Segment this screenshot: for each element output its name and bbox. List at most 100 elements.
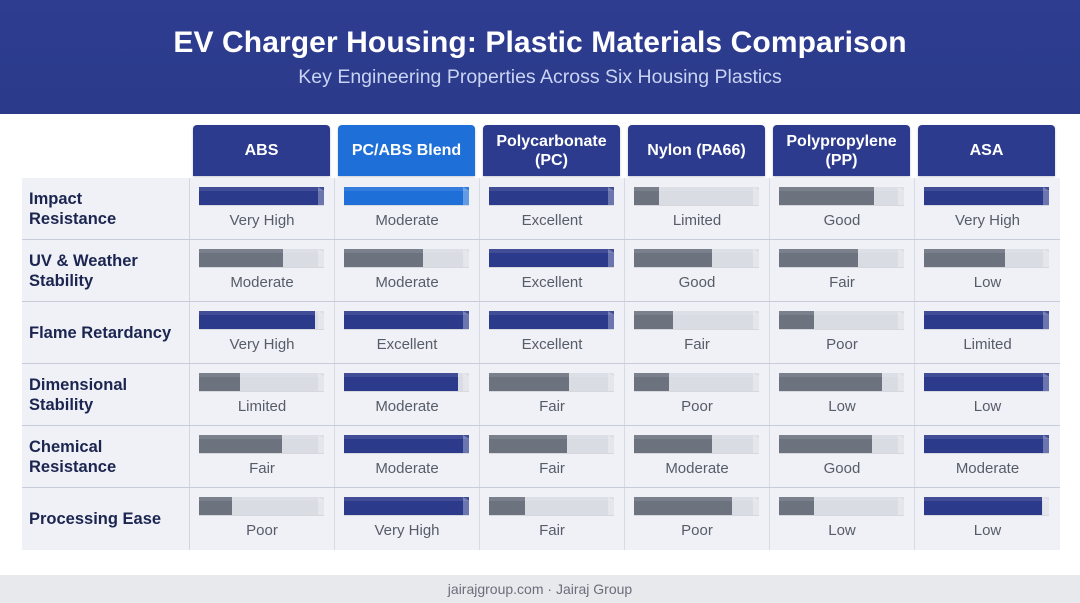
rating-label: Moderate — [955, 460, 1020, 477]
rating-cell: Poor — [770, 302, 915, 363]
rating-bar-fill — [344, 497, 469, 515]
column-header-asa: ASA — [918, 125, 1055, 176]
rating-bar-end — [608, 435, 614, 453]
rating-label: Good — [678, 274, 716, 291]
rating-bar-fill — [199, 249, 283, 267]
rating-label: Very High — [229, 336, 295, 353]
rating-bar-fill — [779, 435, 872, 453]
rating-bar-end — [753, 435, 759, 453]
rating-label: Excellent — [521, 212, 583, 229]
rating-cell: Low — [770, 488, 915, 550]
column-header-polypropylene: Polypropylene (PP) — [773, 125, 910, 176]
rating-bar-end — [898, 435, 904, 453]
row-label: Impact Resistance — [22, 178, 190, 239]
rating-bar-end — [898, 187, 904, 205]
rating-cell: Excellent — [335, 302, 480, 363]
rating-bar-end — [1043, 249, 1049, 267]
rating-bar — [924, 311, 1049, 329]
rating-label: Low — [828, 398, 856, 415]
rating-bar — [779, 497, 904, 515]
rating-bar-end — [318, 249, 324, 267]
rating-cell: Low — [915, 364, 1060, 425]
rating-label: Fair — [829, 274, 855, 291]
rating-bar-fill — [199, 187, 324, 205]
rating-bar-end — [898, 373, 904, 391]
rating-cell: Very High — [190, 302, 335, 363]
rating-bar — [779, 187, 904, 205]
row-label: Processing Ease — [22, 488, 190, 550]
rating-bar — [924, 249, 1049, 267]
rating-cell: Moderate — [335, 426, 480, 487]
rating-bar — [924, 435, 1049, 453]
rating-cell: Limited — [190, 364, 335, 425]
rating-bar — [489, 187, 614, 205]
column-header-polycarbonate: Polycarbonate (PC) — [483, 125, 620, 176]
rating-bar-end — [753, 497, 759, 515]
rating-cell: Very High — [190, 178, 335, 239]
rating-bar — [344, 249, 469, 267]
rating-bar-end — [753, 187, 759, 205]
rating-cell: Moderate — [335, 178, 480, 239]
rating-bar — [489, 249, 614, 267]
rating-bar-fill — [634, 373, 669, 391]
rating-bar — [199, 373, 324, 391]
rating-bar — [489, 373, 614, 391]
rating-bar — [489, 435, 614, 453]
rating-label: Limited — [963, 336, 1012, 353]
rating-cell: Poor — [190, 488, 335, 550]
rating-label: Fair — [249, 460, 275, 477]
row-label: Dimensional Stability — [22, 364, 190, 425]
rating-bar-end — [1043, 373, 1049, 391]
rating-label: Good — [823, 212, 861, 229]
table-row: Impact Resistance Very High Moderate Excell… — [22, 178, 1060, 240]
rating-bar-end — [608, 187, 614, 205]
footer-band — [0, 575, 1080, 603]
rating-bar-end — [753, 373, 759, 391]
column-header-pc-abs-blend: PC/ABS Blend — [338, 125, 475, 176]
rating-bar — [344, 373, 469, 391]
rating-bar — [779, 435, 904, 453]
rating-bar-fill — [924, 435, 1049, 453]
rating-label: Moderate — [375, 460, 439, 477]
rating-bar-end — [753, 311, 759, 329]
rating-cell: Moderate — [335, 240, 480, 301]
rating-bar-fill — [489, 249, 614, 267]
rating-bar — [344, 497, 469, 515]
rating-cell: Limited — [625, 178, 770, 239]
rating-cell: Low — [915, 488, 1060, 550]
rating-bar-fill — [489, 373, 569, 391]
rating-label: Poor — [681, 398, 713, 415]
table-row: Dimensional Stability Limited Moderate Fair… — [22, 364, 1060, 426]
rating-bar — [634, 311, 759, 329]
rating-bar-fill — [634, 435, 712, 453]
rating-cell: Limited — [915, 302, 1060, 363]
rating-bar-fill — [199, 435, 282, 453]
rating-label: Limited — [237, 398, 287, 415]
rating-bar-end — [463, 373, 469, 391]
rating-label: Very High — [374, 522, 440, 539]
rating-bar-fill — [344, 311, 469, 329]
rating-bar-end — [463, 311, 469, 329]
rating-label: Low — [828, 522, 856, 539]
rating-bar-fill — [489, 497, 525, 515]
rating-bar-end — [318, 187, 324, 205]
rating-cell: Low — [770, 364, 915, 425]
rating-bar-fill — [779, 187, 874, 205]
rating-cell: Fair — [770, 240, 915, 301]
rating-label: Good — [823, 460, 861, 477]
rating-cell: Good — [625, 240, 770, 301]
rating-bar-end — [608, 249, 614, 267]
rating-cell: Fair — [190, 426, 335, 487]
rating-bar-end — [898, 311, 904, 329]
rating-bar — [779, 249, 904, 267]
table-row: UV & Weather Stability Moderate Moderate Ex… — [22, 240, 1060, 302]
header-band — [0, 0, 1080, 114]
rating-cell: Poor — [625, 488, 770, 550]
table-row: Flame Retardancy Very High Excellent Excell… — [22, 302, 1060, 364]
rating-bar-fill — [924, 249, 1005, 267]
rating-cell: Low — [915, 240, 1060, 301]
rating-cell: Moderate — [915, 426, 1060, 487]
rating-bar-fill — [489, 311, 614, 329]
rating-bar — [634, 497, 759, 515]
rating-label: Moderate — [230, 274, 294, 291]
